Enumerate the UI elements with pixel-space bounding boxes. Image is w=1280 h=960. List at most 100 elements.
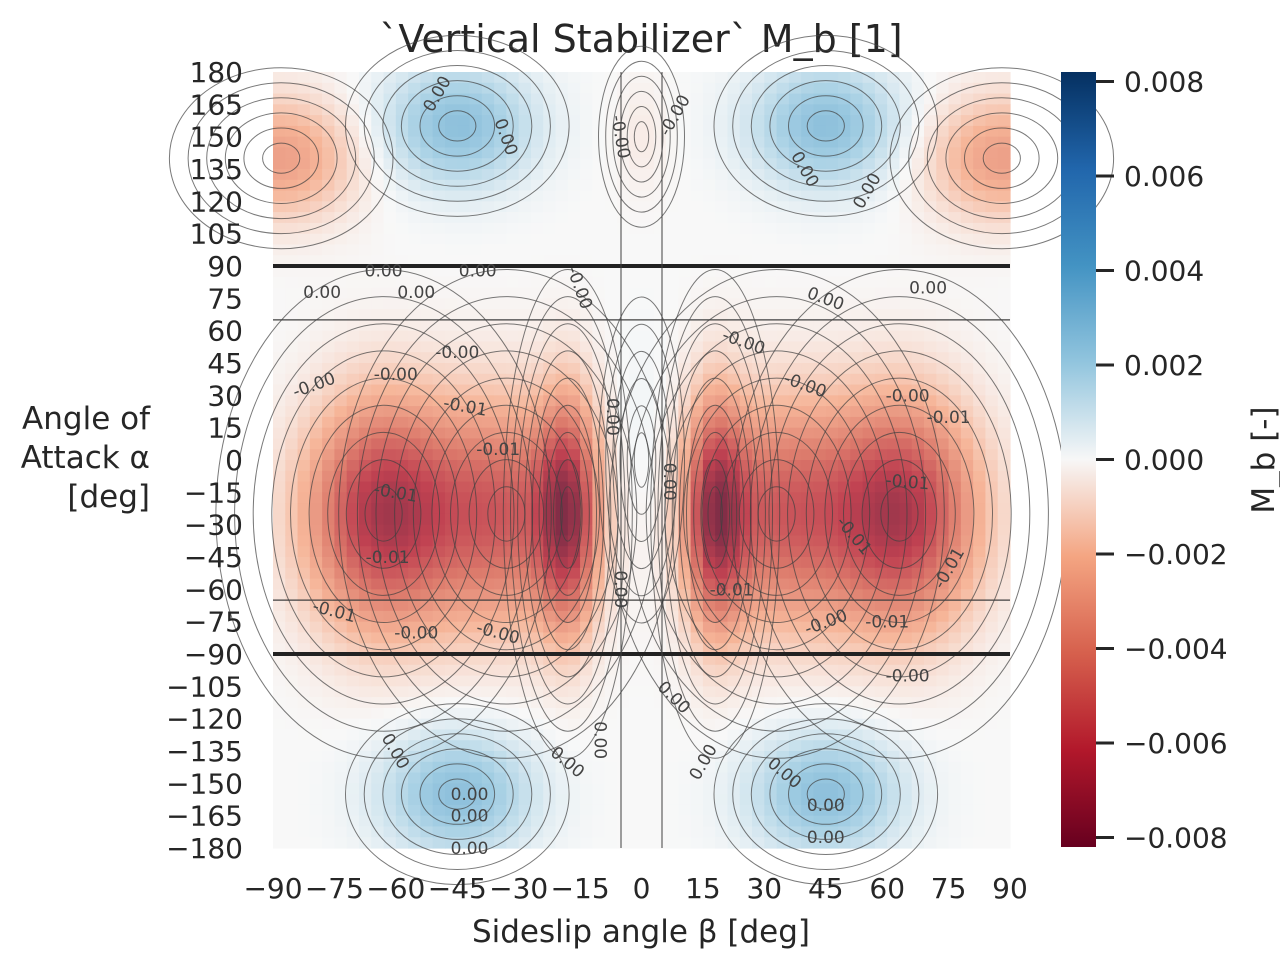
heatmap-cell (285, 578, 299, 590)
heatmap-cell (801, 416, 815, 429)
heatmap-cell (371, 578, 385, 590)
heatmap-cell (395, 578, 409, 590)
heatmap-cell (899, 470, 913, 483)
heatmap-cell (322, 72, 336, 84)
heatmap-cell (776, 244, 790, 256)
heatmap-cell (752, 82, 765, 95)
heatmap-cell (518, 772, 532, 784)
heatmap-cell (887, 363, 901, 375)
heatmap-cell (334, 158, 348, 170)
heatmap-cell (457, 686, 471, 698)
heatmap-cell (948, 632, 962, 644)
heatmap-cell (727, 212, 741, 224)
heatmap-cell (334, 363, 348, 375)
heatmap-cell (371, 783, 385, 795)
heatmap-cell (506, 319, 520, 332)
heatmap-cell (997, 169, 1011, 181)
heatmap-cell (739, 503, 753, 515)
heatmap-cell (678, 567, 692, 580)
y-tick-label: −135 (166, 735, 243, 768)
heatmap-cell (702, 761, 716, 774)
heatmap-cell (543, 621, 557, 634)
heatmap-cell (273, 222, 286, 235)
heatmap-cell (702, 298, 716, 310)
heatmap-cell (776, 373, 790, 386)
heatmap-cell (690, 794, 704, 806)
heatmap-cell (629, 621, 643, 634)
heatmap-cell (494, 460, 507, 472)
heatmap-cell (985, 718, 999, 731)
heatmap-cell (457, 654, 471, 666)
heatmap-cell (604, 815, 618, 828)
heatmap-cell (358, 266, 372, 278)
heatmap-cell (850, 567, 864, 580)
heatmap-cell (666, 783, 679, 795)
heatmap-cell (973, 373, 987, 386)
heatmap-cell (752, 287, 765, 299)
heatmap-cell (358, 406, 372, 418)
contour-line (612, 75, 671, 198)
heatmap-cell (678, 222, 692, 235)
heatmap-cell (678, 686, 692, 698)
heatmap-cell (641, 794, 655, 806)
heatmap-cell (273, 72, 286, 84)
heatmap-cell (604, 578, 618, 590)
heatmap-cell (690, 201, 704, 213)
heatmap-cell (395, 772, 409, 784)
heatmap-cell (358, 363, 372, 375)
heatmap-cell (973, 298, 987, 310)
heatmap-cell (481, 190, 495, 202)
heatmap-cell (850, 664, 864, 677)
heatmap-cell (580, 460, 593, 472)
heatmap-cell (273, 427, 286, 440)
heatmap-cell (358, 557, 372, 569)
heatmap-cell (764, 169, 778, 181)
heatmap-cell (838, 233, 851, 246)
heatmap-cell (985, 125, 999, 138)
contour-line (382, 733, 533, 855)
heatmap-cell (825, 330, 839, 343)
heatmap-cell (555, 578, 569, 590)
heatmap-cell (457, 319, 471, 332)
heatmap-cell (997, 158, 1011, 170)
y-tick-label: 30 (207, 379, 243, 412)
heatmap-cell (555, 567, 569, 580)
heatmap-cell (530, 233, 544, 246)
heatmap-cell (641, 244, 655, 256)
heatmap-cell (776, 449, 790, 461)
contour-line (605, 323, 678, 597)
heatmap-cell (469, 772, 483, 784)
heatmap-cell (924, 115, 937, 127)
heatmap-cell (690, 697, 704, 709)
heatmap-cell (862, 675, 876, 687)
heatmap-cell (371, 740, 385, 752)
heatmap-cell (604, 147, 618, 159)
x-tick-label: −90 (243, 872, 302, 905)
heatmap-cell (629, 783, 643, 795)
heatmap-cell (899, 718, 913, 731)
heatmap-cell (616, 707, 630, 720)
contour-line (438, 778, 477, 810)
heatmap-cell (960, 503, 974, 515)
heatmap-cell (899, 460, 913, 472)
heatmap-cell (543, 761, 557, 774)
heatmap-cell (997, 136, 1011, 149)
heatmap-cell (309, 115, 323, 127)
heatmap-cell (666, 772, 679, 784)
heatmap-cell (764, 201, 778, 213)
heatmap-cell (911, 600, 925, 612)
heatmap-cell (641, 654, 655, 666)
heatmap-cell (297, 804, 311, 817)
heatmap-cell (899, 363, 913, 375)
heatmap-cell (420, 352, 434, 364)
heatmap-cell (887, 460, 901, 472)
heatmap-cell (469, 363, 483, 375)
heatmap-cell (960, 147, 974, 159)
heatmap-cell (629, 212, 643, 224)
heatmap-cell (383, 707, 397, 720)
heatmap-cell (899, 654, 913, 666)
heatmap-cell (678, 309, 692, 321)
heatmap-cell (334, 524, 348, 537)
heatmap-cell (567, 395, 581, 407)
heatmap-cell (776, 837, 790, 849)
